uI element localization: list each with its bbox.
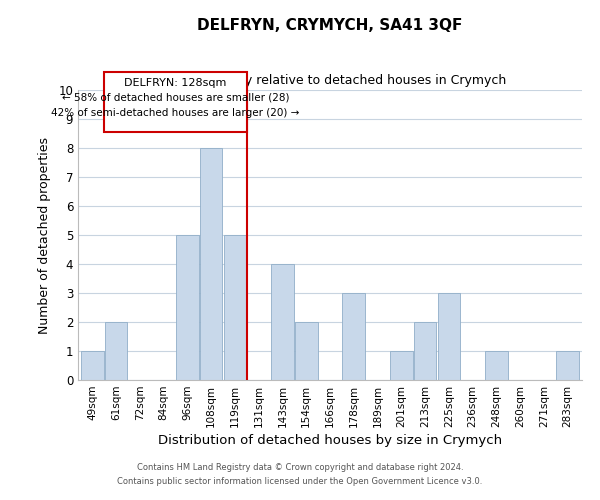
- Bar: [390, 351, 413, 380]
- Bar: [414, 322, 436, 380]
- Text: 42% of semi-detached houses are larger (20) →: 42% of semi-detached houses are larger (…: [51, 108, 299, 118]
- Bar: [105, 322, 127, 380]
- Text: DELFRYN, CRYMYCH, SA41 3QF: DELFRYN, CRYMYCH, SA41 3QF: [197, 18, 463, 32]
- Y-axis label: Number of detached properties: Number of detached properties: [38, 136, 52, 334]
- Bar: [176, 235, 199, 380]
- Bar: [224, 235, 246, 380]
- Bar: [437, 293, 460, 380]
- Bar: [485, 351, 508, 380]
- Bar: [81, 351, 104, 380]
- Bar: [343, 293, 365, 380]
- Bar: [271, 264, 294, 380]
- X-axis label: Distribution of detached houses by size in Crymych: Distribution of detached houses by size …: [158, 434, 502, 447]
- Text: DELFRYN: 128sqm: DELFRYN: 128sqm: [124, 78, 227, 88]
- Text: Contains HM Land Registry data © Crown copyright and database right 2024.: Contains HM Land Registry data © Crown c…: [137, 464, 463, 472]
- Text: Contains public sector information licensed under the Open Government Licence v3: Contains public sector information licen…: [118, 477, 482, 486]
- Bar: [200, 148, 223, 380]
- Bar: [295, 322, 317, 380]
- Bar: [556, 351, 579, 380]
- Text: ← 58% of detached houses are smaller (28): ← 58% of detached houses are smaller (28…: [62, 92, 289, 102]
- Title: Size of property relative to detached houses in Crymych: Size of property relative to detached ho…: [154, 74, 506, 88]
- FancyBboxPatch shape: [104, 72, 247, 132]
